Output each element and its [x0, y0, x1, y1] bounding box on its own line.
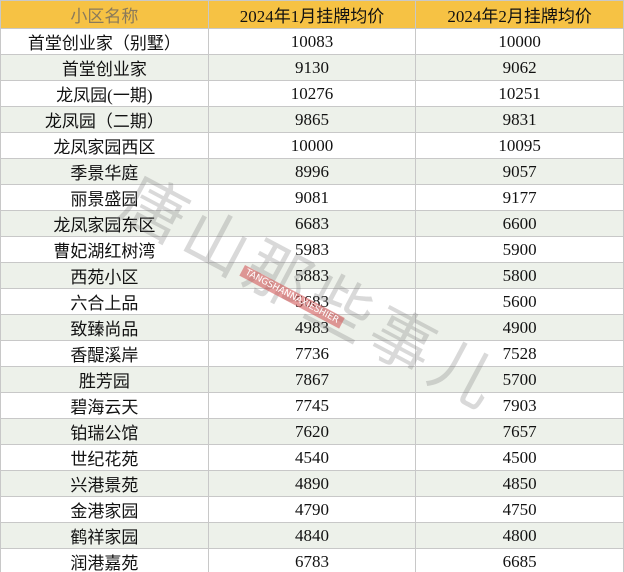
price-cell: 10095	[415, 132, 624, 159]
table-row: 龙凤家园东区 6683 6600	[0, 210, 624, 237]
community-name: 碧海云天	[0, 392, 209, 419]
table-row: 六合上品 5683 5600	[0, 288, 624, 315]
price-cell: 7745	[207, 392, 417, 419]
community-name: 龙凤园(一期)	[0, 80, 209, 107]
price-cell: 4790	[207, 496, 417, 523]
community-name: 季景华庭	[0, 158, 209, 185]
table-row: 龙凤园（二期） 9865 9831	[0, 106, 624, 133]
price-cell: 5983	[207, 236, 417, 263]
table-row: 首堂创业家 9130 9062	[0, 54, 624, 81]
price-cell: 9130	[207, 54, 417, 81]
table-row: 季景华庭 8996 9057	[0, 158, 624, 185]
community-name: 胜芳园	[0, 366, 209, 393]
price-cell: 7867	[207, 366, 417, 393]
price-cell: 4540	[207, 444, 417, 471]
price-cell: 10251	[415, 80, 624, 107]
table-row: 鹤祥家园 4840 4800	[0, 522, 624, 549]
table-row: 铂瑞公馆 7620 7657	[0, 418, 624, 445]
price-cell: 9062	[415, 54, 624, 81]
price-cell: 4800	[415, 522, 624, 549]
price-cell: 5700	[415, 366, 624, 393]
header-cell: 小区名称	[0, 0, 209, 29]
price-cell: 4850	[415, 470, 624, 497]
price-cell: 4983	[207, 314, 417, 341]
price-cell: 10083	[207, 28, 417, 55]
price-cell: 4840	[207, 522, 417, 549]
price-cell: 7620	[207, 418, 417, 445]
price-cell: 9831	[415, 106, 624, 133]
price-cell: 5883	[207, 262, 417, 289]
community-name: 香醍溪岸	[0, 340, 209, 367]
community-name: 首堂创业家（别墅）	[0, 28, 209, 55]
community-name: 龙凤家园西区	[0, 132, 209, 159]
table-row: 胜芳园 7867 5700	[0, 366, 624, 393]
price-cell: 5900	[415, 236, 624, 263]
header-row: 小区名称 2024年1月挂牌均价 2024年2月挂牌均价	[0, 0, 624, 29]
community-name: 兴港景苑	[0, 470, 209, 497]
table-row: 龙凤园(一期) 10276 10251	[0, 80, 624, 107]
price-cell: 5683	[207, 288, 417, 315]
table-row: 致臻尚品 4983 4900	[0, 314, 624, 341]
community-name: 世纪花苑	[0, 444, 209, 471]
community-name: 曹妃湖红树湾	[0, 236, 209, 263]
price-cell: 4750	[415, 496, 624, 523]
community-name: 铂瑞公馆	[0, 418, 209, 445]
table-row: 龙凤家园西区 10000 10095	[0, 132, 624, 159]
table-row: 西苑小区 5883 5800	[0, 262, 624, 289]
price-cell: 7903	[415, 392, 624, 419]
price-cell: 9081	[207, 184, 417, 211]
header-cell: 2024年1月挂牌均价	[207, 0, 417, 29]
price-cell: 6600	[415, 210, 624, 237]
community-name: 六合上品	[0, 288, 209, 315]
table-row: 金港家园 4790 4750	[0, 496, 624, 523]
table-body: 首堂创业家（别墅） 10083 10000 首堂创业家 9130 9062 龙凤园(一期) 1…	[0, 28, 624, 572]
community-name: 丽景盛园	[0, 184, 209, 211]
price-cell: 9057	[415, 158, 624, 185]
table-row: 碧海云天 7745 7903	[0, 392, 624, 419]
community-name: 龙凤家园东区	[0, 210, 209, 237]
price-cell: 10276	[207, 80, 417, 107]
table-row: 润港嘉苑 6783 6685	[0, 548, 624, 572]
community-name: 首堂创业家	[0, 54, 209, 81]
community-name: 致臻尚品	[0, 314, 209, 341]
price-cell: 5600	[415, 288, 624, 315]
price-cell: 6683	[207, 210, 417, 237]
table-row: 世纪花苑 4540 4500	[0, 444, 624, 471]
price-cell: 4500	[415, 444, 624, 471]
community-name: 龙凤园（二期）	[0, 106, 209, 133]
price-cell: 4890	[207, 470, 417, 497]
community-name: 润港嘉苑	[0, 548, 209, 572]
price-cell: 9865	[207, 106, 417, 133]
price-cell: 6783	[207, 548, 417, 572]
price-cell: 8996	[207, 158, 417, 185]
table-row: 香醍溪岸 7736 7528	[0, 340, 624, 367]
community-name: 金港家园	[0, 496, 209, 523]
price-cell: 9177	[415, 184, 624, 211]
price-cell: 5800	[415, 262, 624, 289]
header-cell: 2024年2月挂牌均价	[415, 0, 624, 29]
table-row: 首堂创业家（别墅） 10083 10000	[0, 28, 624, 55]
price-cell: 7528	[415, 340, 624, 367]
price-cell: 10000	[207, 132, 417, 159]
price-cell: 6685	[415, 548, 624, 572]
price-cell: 4900	[415, 314, 624, 341]
table-row: 丽景盛园 9081 9177	[0, 184, 624, 211]
price-cell: 10000	[415, 28, 624, 55]
table-row: 兴港景苑 4890 4850	[0, 470, 624, 497]
community-name: 西苑小区	[0, 262, 209, 289]
price-cell: 7736	[207, 340, 417, 367]
community-name: 鹤祥家园	[0, 522, 209, 549]
table-row: 曹妃湖红树湾 5983 5900	[0, 236, 624, 263]
price-cell: 7657	[415, 418, 624, 445]
